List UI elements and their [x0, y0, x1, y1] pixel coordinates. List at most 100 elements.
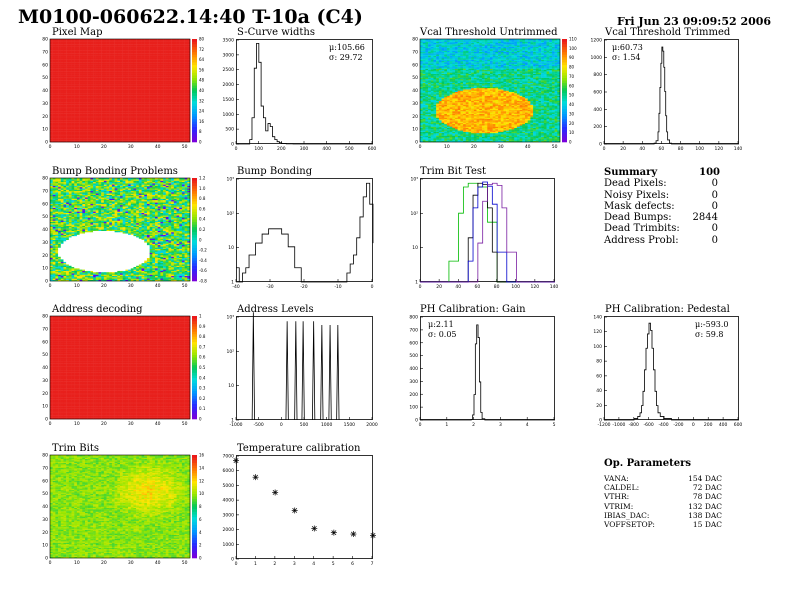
- heatmap-cell: [52, 63, 56, 65]
- heatmap-cell: [111, 132, 115, 135]
- heatmap-cell: [171, 102, 175, 104]
- heatmap-cell: [133, 85, 137, 87]
- heatmap-cell: [533, 138, 536, 140]
- heatmap-cell: [176, 114, 180, 117]
- heatmap-cell: [109, 136, 113, 139]
- heatmap-cell: [55, 48, 59, 50]
- heatmap-cell: [98, 89, 102, 91]
- heatmap-cell: [179, 113, 183, 116]
- heatmap-cell: [455, 130, 458, 132]
- heatmap-cell: [74, 77, 78, 80]
- heatmap-cell: [165, 77, 169, 80]
- heatmap-cell: [55, 87, 59, 90]
- heatmap-cell: [103, 122, 107, 125]
- heatmap-cell: [90, 46, 94, 49]
- heatmap-cell: [141, 84, 145, 86]
- heatmap-cell: [157, 72, 161, 74]
- heatmap-cell: [66, 98, 70, 100]
- heatmap-cell: [441, 123, 445, 126]
- heatmap-cell: [184, 123, 188, 126]
- heatmap-cell: [71, 96, 75, 99]
- heatmap-cell: [500, 136, 504, 139]
- heatmap-cell: [106, 73, 110, 76]
- heatmap-cell: [63, 89, 67, 91]
- heatmap-cell: [128, 131, 131, 134]
- heatmap-cell: [125, 139, 129, 141]
- heatmap-cell: [449, 136, 453, 139]
- heatmap-cell: [160, 68, 164, 71]
- colorscale-step: [192, 87, 197, 91]
- heatmap-cell: [68, 78, 72, 81]
- heatmap-cell: [538, 130, 542, 132]
- heatmap-cell: [85, 96, 88, 99]
- heatmap-cell: [157, 67, 161, 69]
- heatmap-cell: [103, 81, 107, 83]
- heatmap-cell: [58, 93, 61, 95]
- heatmap-cell: [128, 40, 131, 42]
- heatmap-cell: [76, 112, 80, 114]
- heatmap-cell: [165, 64, 169, 67]
- heatmap-cell: [114, 93, 118, 95]
- heatmap-cell: [68, 59, 72, 62]
- heatmap-cell: [120, 99, 123, 101]
- heatmap-cell: [106, 140, 110, 143]
- heatmap-cell: [176, 91, 180, 94]
- heatmap-cell: [163, 53, 166, 55]
- heatmap-cell: [138, 127, 142, 130]
- heatmap-cell: [165, 45, 169, 47]
- heatmap-cell: [58, 58, 61, 60]
- heatmap-cell: [460, 138, 464, 140]
- heatmap-cell: [90, 129, 94, 131]
- heatmap-cell: [138, 94, 142, 96]
- heatmap-cell: [187, 138, 191, 140]
- heatmap-cell: [138, 112, 142, 114]
- heatmap-cell: [98, 64, 102, 67]
- heatmap-cell: [179, 67, 183, 69]
- heatmap-cell: [465, 139, 469, 141]
- heatmap-cell: [85, 59, 88, 62]
- heatmap-cell: [179, 108, 183, 111]
- heatmap-cell: [114, 58, 118, 60]
- heatmap-cell: [52, 50, 56, 53]
- heatmap-cell: [160, 55, 164, 58]
- heatmap-cell: [149, 51, 153, 54]
- heatmap-cell: [117, 122, 121, 125]
- heatmap-cell: [122, 76, 126, 78]
- heatmap-cell: [117, 98, 121, 100]
- heatmap-cell: [68, 104, 72, 107]
- heatmap-cell: [179, 89, 183, 91]
- heatmap-cell: [79, 95, 83, 98]
- heatmap-cell: [93, 73, 96, 76]
- heatmap-cell: [184, 39, 188, 41]
- heatmap-cell: [157, 54, 161, 56]
- heatmap-cell: [476, 134, 480, 136]
- heatmap-cell: [76, 39, 80, 41]
- heatmap-cell: [125, 100, 129, 103]
- heatmap-cell: [114, 107, 118, 109]
- heatmap-cell: [109, 84, 113, 86]
- heatmap-cell: [165, 76, 169, 78]
- heatmap-cell: [90, 123, 94, 126]
- heatmap-cell: [101, 39, 105, 41]
- heatmap-cell: [136, 120, 140, 122]
- heatmap-cell: [171, 105, 175, 108]
- heatmap-cell: [55, 84, 59, 86]
- heatmap-cell: [125, 87, 129, 90]
- heatmap-cell: [87, 96, 91, 99]
- heatmap-cell: [55, 90, 59, 92]
- heatmap-cell: [120, 59, 123, 62]
- heatmap-cell: [422, 126, 426, 129]
- heatmap-cell: [141, 132, 145, 135]
- heatmap-cell: [122, 130, 126, 132]
- heatmap-cell: [52, 94, 56, 96]
- heatmap-cell: [165, 69, 169, 72]
- heatmap-cell: [163, 58, 166, 60]
- heatmap-cell: [50, 85, 53, 87]
- heatmap-cell: [184, 49, 188, 51]
- heatmap-cell: [125, 105, 129, 108]
- heatmap-cell: [103, 120, 107, 122]
- heatmap-cell: [117, 136, 121, 139]
- heatmap-cell: [141, 111, 145, 113]
- heatmap-cell: [122, 71, 126, 73]
- heatmap-cell: [90, 126, 94, 129]
